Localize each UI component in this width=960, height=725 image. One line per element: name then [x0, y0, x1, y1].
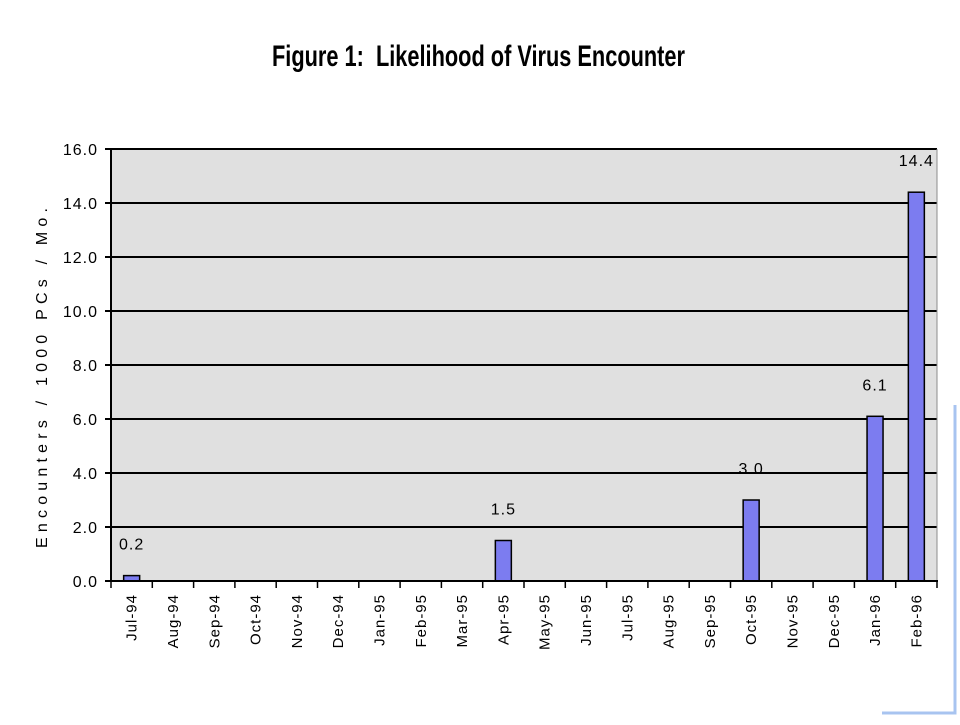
y-tick-label: 10.0 [63, 304, 98, 321]
x-tick-label: Apr-95 [495, 594, 512, 645]
data-label-feb-96: 14.4 [899, 153, 934, 170]
x-tick-label: Aug-94 [165, 594, 182, 648]
x-tick-label: Dec-94 [330, 594, 347, 648]
x-tick-label: Jan-96 [867, 594, 884, 646]
bars [122, 191, 926, 582]
data-label-jan-96: 6.1 [862, 377, 887, 394]
bar-apr-95 [494, 539, 513, 582]
x-tick-label: Jan-95 [371, 594, 388, 646]
x-tick-label: Feb-95 [413, 594, 430, 648]
x-tick-label: Jun-95 [578, 594, 595, 646]
x-tick-label: Jul-95 [619, 594, 636, 641]
x-tick-label: Sep-94 [206, 594, 223, 648]
x-tick-label: Aug-95 [661, 594, 678, 648]
y-tick-label: 4.0 [73, 466, 98, 483]
y-tick-label: 12.0 [63, 250, 98, 267]
x-tick-label: Mar-95 [454, 594, 471, 648]
x-tick-label: Jul-94 [124, 594, 141, 641]
y-axis-label: Encounters / 1000 PCs / Mo. [34, 208, 51, 548]
x-tick-label: Oct-94 [248, 594, 265, 645]
y-tick-label: 16.0 [63, 142, 98, 159]
data-label-jul-94: 0.2 [119, 537, 144, 554]
y-tick-label: 6.0 [73, 412, 98, 429]
bar-jan-96 [866, 415, 884, 582]
data-label-apr-95: 1.5 [491, 502, 516, 519]
x-axis-ticks: Jul-94 Aug-94 Sep-94 Oct-94 Nov-94 Dec-94 Jan-… [110, 581, 938, 650]
x-tick-label: Sep-95 [702, 594, 719, 648]
y-tick-label: 0.0 [73, 574, 98, 591]
data-label-oct-95: 3.0 [739, 461, 764, 478]
y-tick-label: 14.0 [63, 196, 98, 213]
chart-title: Figure 1: Likelihood of Virus Encounter [272, 40, 685, 73]
x-tick-label: Dec-95 [826, 594, 843, 648]
y-axis-ticks: 0.0 2.0 4.0 6.0 8.0 10.0 12.0 14.0 16.0 [63, 142, 111, 591]
bar-oct-95 [742, 499, 760, 582]
x-tick-label: Feb-96 [908, 594, 925, 648]
x-tick-label: Oct-95 [743, 594, 760, 645]
x-tick-label: May-95 [537, 594, 554, 650]
x-tick-label: Nov-95 [784, 594, 801, 648]
bar-feb-96 [907, 191, 926, 582]
y-tick-label: 2.0 [73, 520, 98, 537]
data-labels: 0.2 1.5 3.0 6.1 14.4 [119, 153, 934, 554]
corner-accent-line [882, 405, 957, 715]
x-tick-label: Nov-94 [289, 594, 306, 648]
y-tick-label: 8.0 [73, 358, 98, 375]
